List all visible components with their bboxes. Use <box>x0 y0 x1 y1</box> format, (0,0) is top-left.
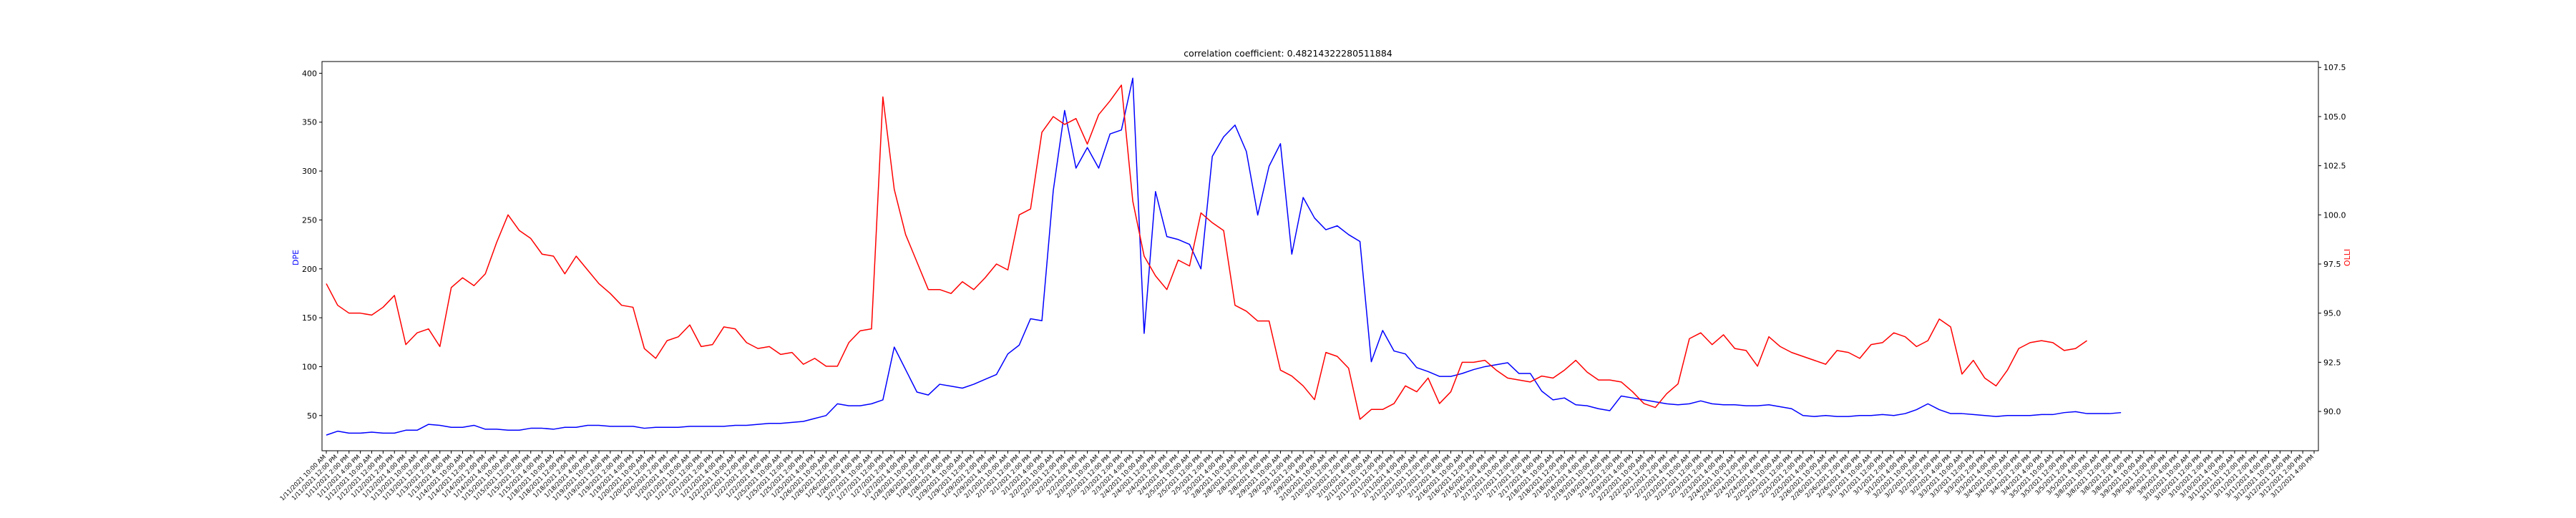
y-ticks-right: 90.0 92.5 95.0 97.5 100.0 102.5 105.0 107.5 <box>2318 63 2346 416</box>
y-tick-label-right: 90.0 <box>2323 407 2341 416</box>
y-tick-label-right: 105.0 <box>2323 112 2346 122</box>
chart-title: correlation coefficient: 0.4821432228051… <box>1184 48 1392 59</box>
y-tick-label-right: 107.5 <box>2323 63 2346 72</box>
y-tick-label-left: 50 <box>307 411 317 421</box>
y-axis-label-left: DPE <box>291 250 301 265</box>
y-tick-label-left: 300 <box>302 167 317 176</box>
y-tick-label-left: 350 <box>302 118 317 127</box>
y-axis-label-right: OLLI <box>2343 249 2352 266</box>
y-tick-label-left: 250 <box>302 215 317 225</box>
series-lines <box>326 77 2122 436</box>
series-line-dpe <box>326 77 2122 436</box>
y-ticks-left: 50 100 150 200 250 300 350 400 <box>302 69 322 421</box>
series-line-olli <box>326 84 2087 420</box>
y-tick-label-left: 200 <box>302 265 317 274</box>
y-tick-label-left: 150 <box>302 313 317 323</box>
plot-frame <box>321 61 2319 451</box>
y-tick-label-right: 92.5 <box>2323 358 2341 367</box>
y-tick-label-right: 102.5 <box>2323 162 2346 171</box>
y-tick-label-left: 100 <box>302 362 317 371</box>
y-tick-label-left: 400 <box>302 69 317 78</box>
y-tick-label-right: 97.5 <box>2323 260 2341 269</box>
y-tick-label-right: 95.0 <box>2323 309 2341 318</box>
y-tick-label-right: 100.0 <box>2323 210 2346 220</box>
x-ticks: 1/11/2021 10:00 AM1/11/2021 12:00 PM1/11… <box>279 451 2316 502</box>
